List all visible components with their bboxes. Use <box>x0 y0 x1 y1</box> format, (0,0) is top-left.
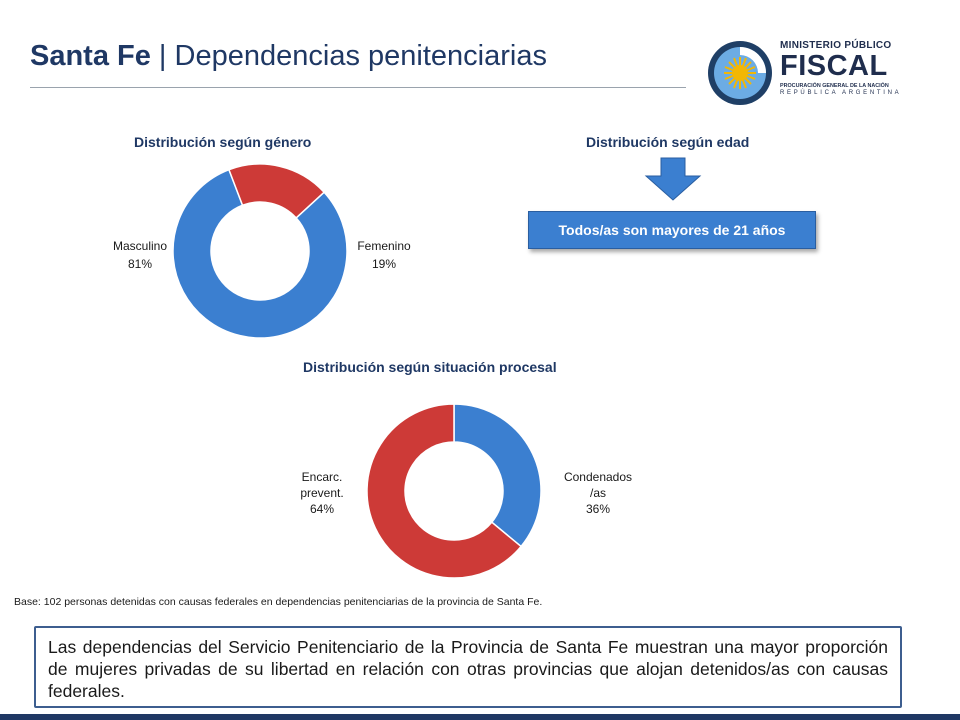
procedural-value-encarc: 64% <box>310 502 334 516</box>
donut-slice-condenados-as <box>453 403 542 548</box>
page-title-separator: | <box>150 40 175 72</box>
bottom-accent-bar <box>0 714 960 720</box>
gender-chart-title: Distribución según género <box>134 134 312 150</box>
base-footnote: Base: 102 personas detenidas con causas … <box>14 596 543 608</box>
ministerio-publico-fiscal-logo: MINISTERIO PÚBLICO FISCAL PROCURACIÓN GE… <box>705 38 905 108</box>
age-summary-box: Todos/as son mayores de 21 años <box>528 211 816 249</box>
procedural-chart-title: Distribución según situación procesal <box>303 359 557 375</box>
procedural-label-condenados-line1: Condenados <box>564 470 632 484</box>
down-arrow-icon <box>644 157 702 201</box>
title-divider <box>30 87 686 88</box>
gender-donut-chart <box>172 163 348 339</box>
gender-value-masculino: 81% <box>128 257 152 271</box>
summary-callout: Las dependencias del Servicio Penitencia… <box>34 626 902 708</box>
sun-emblem-icon <box>708 41 772 105</box>
procedural-value-condenados: 36% <box>586 502 610 516</box>
gender-label-masculino: Masculino <box>113 239 167 253</box>
page-title-rest: Dependencias penitenciarias <box>174 40 547 72</box>
procedural-label-encarc-line2: prevent. <box>300 486 343 500</box>
logo-line-1: MINISTERIO PÚBLICO <box>780 40 892 51</box>
donut-slice-encarc-prevent <box>366 403 523 579</box>
procedural-label-condenados-line2: /as <box>590 486 606 500</box>
donut-slice-femenino <box>227 163 326 219</box>
logo-line-3: PROCURACIÓN GENERAL DE LA NACIÓN <box>780 83 889 89</box>
logo-line-4: REPÚBLICA ARGENTINA <box>780 90 902 96</box>
page-title-bold: Santa Fe <box>30 40 151 72</box>
logo-line-2: FISCAL <box>780 50 888 82</box>
charts-canvas: Masculino 81% Femenino 19% Condenados /a… <box>113 157 702 579</box>
gender-label-femenino: Femenino <box>357 239 411 253</box>
procedural-donut-chart <box>366 403 542 579</box>
summary-text: Las dependencias del Servicio Penitencia… <box>48 637 888 701</box>
age-chart-title: Distribución según edad <box>586 134 750 150</box>
page-title: Santa Fe | Dependencias penitenciarias <box>30 40 547 73</box>
gender-value-femenino: 19% <box>372 257 396 271</box>
procedural-label-encarc-line1: Encarc. <box>302 470 343 484</box>
